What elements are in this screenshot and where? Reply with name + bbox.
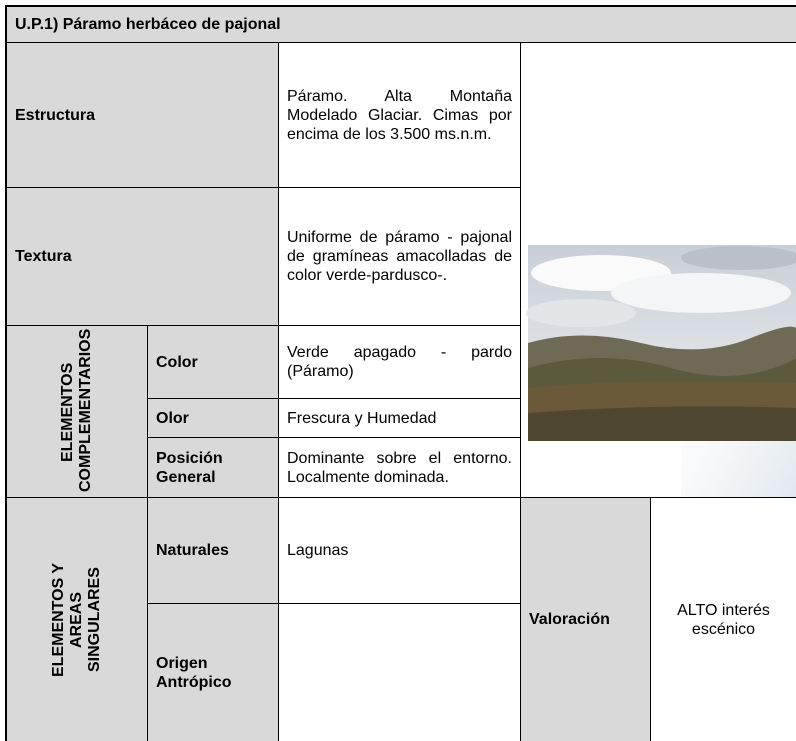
text-cell: Dominante sobre el entorno. Localmente d… xyxy=(278,437,521,498)
text-cell xyxy=(278,603,521,741)
photo-cell xyxy=(520,42,796,498)
row-label: Posición General xyxy=(156,449,223,486)
text-cell: Páramo. Alta Montaña Modelado Glaciar. C… xyxy=(278,42,521,188)
title-cell: U.P.1) Páramo herbáceo de pajonal xyxy=(5,5,796,43)
row-text: Uniforme de páramo - pajonal de gramínea… xyxy=(287,229,512,284)
valuation-value: ALTO interés escénico xyxy=(677,601,770,638)
group-label: ELEMENTOS COMPLEMENTARIOS xyxy=(59,328,94,492)
text-cell: Uniforme de páramo - pajonal de gramínea… xyxy=(278,187,521,326)
valuation-value-cell: ALTO interés escénico xyxy=(650,497,796,741)
label-cell: Origen Antrópico xyxy=(147,603,279,741)
label-cell: Posición General xyxy=(147,437,279,498)
text-cell: Lagunas xyxy=(278,497,521,604)
group-cell: ELEMENTOS Y AREAS SINGULARES xyxy=(5,497,148,741)
text-cell: Frescura y Humedad xyxy=(278,398,521,438)
row-label: Origen Antrópico xyxy=(156,654,232,691)
row-label: Olor xyxy=(156,409,189,427)
row-label: Naturales xyxy=(156,542,229,559)
row-text: Dominante sobre el entorno. Localmente d… xyxy=(287,449,512,486)
label-cell: Olor xyxy=(147,398,279,438)
photo xyxy=(526,245,796,497)
label-cell: Naturales xyxy=(147,497,279,604)
label-cell: Textura xyxy=(5,187,279,326)
row-label: Estructura xyxy=(15,106,96,124)
text-cell: Verde apagado - pardo (Páramo) xyxy=(278,325,521,399)
row-text: Páramo. Alta Montaña Modelado Glaciar. C… xyxy=(287,87,512,143)
valuation-label: Valoración xyxy=(529,611,610,628)
row-text: Lagunas xyxy=(287,542,349,559)
row-text: Verde apagado - pardo (Páramo) xyxy=(287,344,512,380)
row-label: Textura xyxy=(15,248,72,265)
title: U.P.1) Páramo herbáceo de pajonal xyxy=(15,16,281,33)
group-cell: ELEMENTOS COMPLEMENTARIOS xyxy=(5,325,148,498)
label-cell: Color xyxy=(147,325,279,399)
row-label: Color xyxy=(156,353,198,371)
label-cell: Estructura xyxy=(5,42,279,188)
valuation-label-cell: Valoración xyxy=(520,497,651,741)
group-label: ELEMENTOS Y AREAS SINGULARES xyxy=(50,562,103,677)
row-text: Frescura y Humedad xyxy=(287,409,437,427)
